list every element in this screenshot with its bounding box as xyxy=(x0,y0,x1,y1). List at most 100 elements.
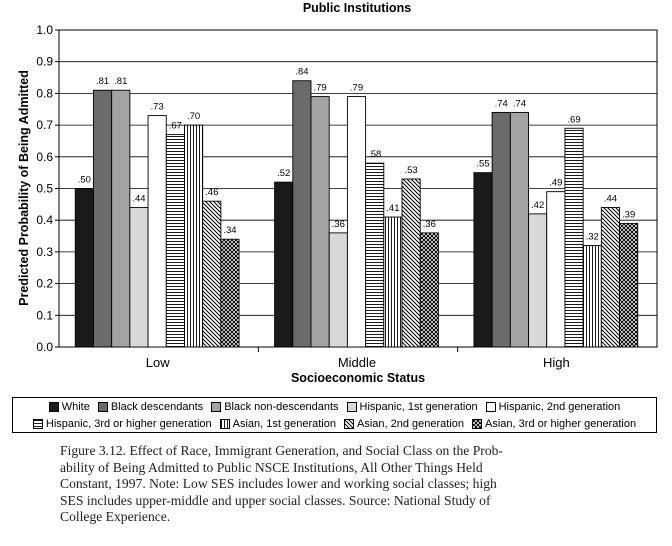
bar xyxy=(93,89,113,348)
bar-value-label: .32 xyxy=(586,232,599,243)
chart-title: Public Institutions xyxy=(303,1,411,15)
bar-value-label: .44 xyxy=(604,194,617,205)
bar xyxy=(74,188,94,348)
bar-value-label: .44 xyxy=(132,194,145,205)
legend-label: Hispanic, 3rd or higher generation xyxy=(45,417,212,430)
legend-label: White xyxy=(61,400,90,413)
bar xyxy=(401,178,421,348)
bar-value-label: .36 xyxy=(423,219,436,230)
bar-value-label: .49 xyxy=(549,178,562,189)
legend-swatch xyxy=(346,401,357,412)
bar-value-label: .81 xyxy=(114,76,127,87)
y-tick-label: 0.5 xyxy=(36,182,53,196)
legend-swatch xyxy=(32,418,43,429)
bar-value-label: .36 xyxy=(332,219,345,230)
legend-item: Asian, 2nd generation xyxy=(344,418,464,430)
bar xyxy=(274,181,294,348)
legend-swatch xyxy=(472,418,483,429)
legend-swatch xyxy=(211,401,222,412)
legend-item: Hispanic, 2nd generation xyxy=(485,400,621,413)
bar xyxy=(365,162,385,348)
y-tick-label: 0.7 xyxy=(36,118,53,132)
caption-line: Figure 3.12. Effect of Race, Immigrant G… xyxy=(60,443,503,458)
bar xyxy=(165,134,185,348)
y-tick-label: 0.8 xyxy=(36,86,53,100)
legend-item: Hispanic, 3rd or higher generation xyxy=(32,417,212,430)
bar xyxy=(582,245,602,348)
legend-row-2: Hispanic, 3rd or higher generation Asian,… xyxy=(13,415,656,432)
legend-swatch xyxy=(344,418,354,429)
bar-value-label: .67 xyxy=(169,121,182,132)
y-tick-label: 0.3 xyxy=(36,245,53,259)
caption-line: College Experience. xyxy=(60,509,171,525)
bar xyxy=(147,115,167,348)
legend-label: Asian, 1st generation xyxy=(232,417,336,430)
legend-item: Black non-descendants xyxy=(211,400,339,413)
x-axis-categories: Low Middle High xyxy=(146,347,570,370)
legend: White Black descendants Black non-descenda… xyxy=(12,397,657,433)
bar-value-label: .55 xyxy=(476,159,489,170)
bar xyxy=(202,200,222,348)
bar-value-label: .50 xyxy=(78,175,91,186)
caption-line: Constant, 1997. Note: Low SES includes l… xyxy=(60,476,497,492)
bar xyxy=(619,222,639,348)
legend-label: Hispanic, 1st generation xyxy=(359,400,478,413)
bar xyxy=(111,89,131,348)
bar xyxy=(383,216,403,348)
legend-label: Hispanic, 2nd generation xyxy=(498,400,621,413)
bar xyxy=(184,124,204,348)
legend-label: Asian, 3rd or higher generation xyxy=(485,417,637,430)
bar xyxy=(292,80,312,348)
bar-value-label: .70 xyxy=(187,111,200,122)
legend-swatch xyxy=(48,401,59,412)
bar-value-label: .79 xyxy=(350,83,363,94)
y-tick-label: 0.9 xyxy=(36,55,53,69)
bar xyxy=(310,96,330,348)
legend-label: Black non-descendants xyxy=(224,400,339,413)
bar-value-label: .79 xyxy=(313,83,326,94)
bar-value-label: .53 xyxy=(404,165,417,176)
bar-value-label: .41 xyxy=(386,203,399,214)
legend-swatch xyxy=(219,418,230,429)
bar xyxy=(129,207,149,348)
legend-label: Asian, 2nd generation xyxy=(357,417,465,430)
bar xyxy=(600,207,620,348)
bar-value-label: .74 xyxy=(495,98,508,109)
legend-row-1: White Black descendants Black non-descenda… xyxy=(13,398,656,415)
bar xyxy=(528,213,548,348)
bar-value-label: .84 xyxy=(295,67,308,78)
y-axis-label: Predicted Probability of Being Admitted xyxy=(17,70,31,306)
y-axis-ticks: 0.0 0.1 0.2 0.3 0.4 0.5 0.6 0.7 0.8 0.9 1.0 xyxy=(36,23,59,354)
bar-value-label: .42 xyxy=(531,200,544,211)
bar xyxy=(509,111,529,348)
x-axis-label: Socioeconomic Status xyxy=(291,371,425,385)
bar-value-label: .52 xyxy=(277,168,290,179)
bar xyxy=(419,232,439,348)
y-tick-label: 0.4 xyxy=(36,213,53,227)
x-category-label: Low xyxy=(146,355,170,370)
x-category-label: Middle xyxy=(338,355,376,370)
y-tick-label: 0.1 xyxy=(36,308,53,322)
bar-value-label: .46 xyxy=(205,187,218,198)
bar-value-label: .69 xyxy=(567,114,580,125)
legend-item: Asian, 3rd or higher generation xyxy=(472,418,636,430)
bar xyxy=(346,96,367,348)
bar xyxy=(473,172,493,348)
bar-value-label: .74 xyxy=(513,98,526,109)
legend-item: Asian, 1st generation xyxy=(219,417,336,430)
figure-caption: Figure 3.12. Effect of Race, Immigrant G… xyxy=(60,443,625,526)
legend-item: White xyxy=(48,400,90,413)
bar-value-label: .34 xyxy=(223,225,236,236)
legend-item: Black descendants xyxy=(97,400,204,413)
bar-value-label: .73 xyxy=(151,102,164,113)
bar-value-label: .81 xyxy=(96,76,109,87)
legend-item: Hispanic, 1st generation xyxy=(346,400,478,413)
legend-label: Black descendants xyxy=(110,400,204,413)
bar-value-label: .58 xyxy=(368,149,381,160)
bar xyxy=(220,238,240,348)
x-category-label: High xyxy=(543,355,570,370)
bar xyxy=(564,127,584,348)
bar xyxy=(328,232,348,348)
bar-value-label: .39 xyxy=(622,209,635,220)
y-tick-label: 0.0 xyxy=(36,340,53,354)
